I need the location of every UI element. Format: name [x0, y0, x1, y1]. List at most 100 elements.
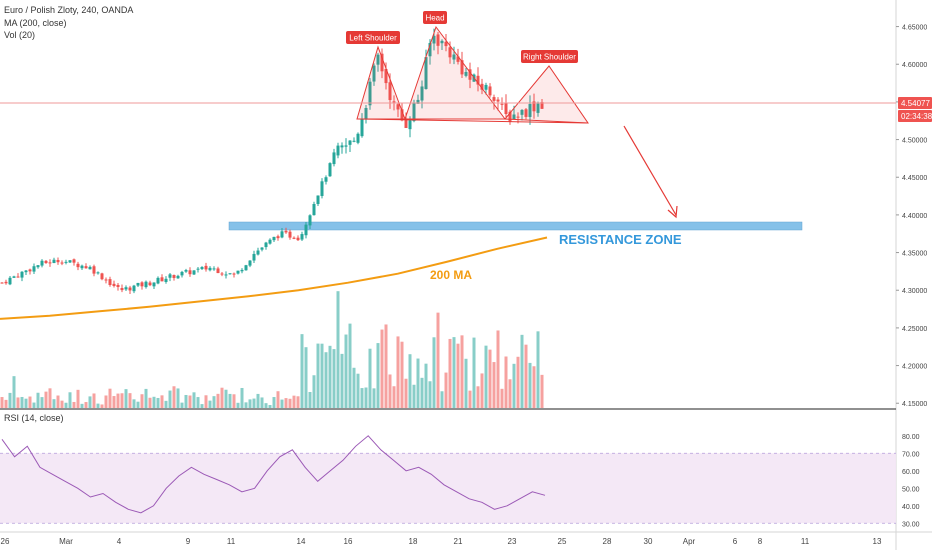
candle-body [528, 103, 532, 117]
rsi-band [0, 453, 896, 524]
volume-bar [4, 399, 8, 408]
volume-bar [112, 396, 116, 408]
time-tick-label: Apr [683, 537, 696, 546]
volume-bar [460, 335, 464, 408]
volume-bar [540, 374, 544, 408]
volume-bar [68, 392, 72, 408]
candle-body [52, 259, 56, 264]
candle-body [112, 283, 116, 286]
volume-bar [508, 379, 512, 408]
volume-bar [216, 393, 220, 408]
candle-body [208, 267, 212, 271]
price-tick-label: 4.25000 [902, 326, 927, 333]
candle-body [200, 267, 204, 270]
volume-bar [420, 377, 424, 408]
candle-body [520, 109, 524, 115]
candle-body [296, 237, 300, 241]
right-shoulder-label-box [521, 50, 578, 63]
volume-bar [316, 343, 320, 408]
candle-body [340, 145, 344, 148]
volume-bar [536, 331, 540, 408]
volume-bar [528, 362, 532, 408]
volume-bar [480, 373, 484, 408]
candle-body [260, 247, 264, 250]
volume-bar [392, 386, 396, 408]
volume-bar [204, 395, 208, 408]
volume-bar [308, 392, 312, 408]
volume-bar [24, 398, 28, 408]
volume-bar [496, 330, 500, 408]
candle-body [20, 271, 24, 278]
volume-bar [396, 336, 400, 408]
volume-bar [436, 312, 440, 408]
candle-body [436, 34, 440, 46]
volume-bar [472, 337, 476, 408]
candle-body [40, 260, 44, 266]
rsi-tick-label: 50.00 [902, 486, 920, 493]
volume-bar [156, 397, 160, 408]
volume-bar [468, 390, 472, 408]
candle-body [332, 152, 336, 165]
volume-bar [256, 393, 260, 408]
candle-body [392, 101, 396, 103]
volume-bar [20, 396, 24, 408]
volume-bar [276, 391, 280, 408]
volume-bar [16, 397, 20, 408]
rsi-panel: 30.00 40.00 50.00 60.00 70.00 80.00 [0, 434, 920, 528]
volume-bar [452, 337, 456, 408]
candle-body [380, 53, 384, 72]
candle-body [28, 269, 32, 272]
volume-bar [448, 338, 452, 408]
volume-bar [340, 353, 344, 408]
candle-body [108, 279, 112, 285]
candle-body [120, 288, 124, 291]
price-tick-label: 4.15000 [902, 401, 927, 408]
volume-bar [184, 394, 188, 408]
candle-body [424, 57, 428, 90]
time-tick-label: 11 [227, 537, 236, 546]
volume-bar [488, 349, 492, 408]
volume-bar [388, 374, 392, 408]
volume-bar [324, 352, 328, 408]
volume-bar [28, 396, 32, 408]
candle-body [492, 97, 496, 101]
volume-bar [288, 398, 292, 408]
last-price-label: 4.54077 [901, 99, 930, 108]
candle-body [216, 268, 220, 274]
chart-legend: Euro / Polish Zloty, 240, OANDA MA (200,… [4, 4, 133, 42]
time-tick-label: 16 [344, 537, 353, 546]
volume-bar [176, 388, 180, 408]
volume-bar [260, 397, 264, 408]
candle-body [168, 274, 172, 278]
volume-bar [464, 358, 468, 408]
candle-body [32, 266, 36, 272]
candle-body [64, 261, 68, 263]
volume-bar [124, 389, 128, 408]
volume-bar [140, 394, 144, 408]
volume-bar [56, 395, 60, 408]
time-tick-label: 28 [603, 537, 612, 546]
volume-bar [212, 396, 216, 408]
neckline [356, 118, 589, 124]
volume-bar [512, 363, 516, 408]
candle-body [372, 65, 376, 82]
candle-body [100, 273, 104, 280]
candle-body [276, 236, 280, 239]
volume-bar [280, 399, 284, 408]
candle-body [56, 259, 60, 263]
time-tick-label: 26 [1, 537, 10, 546]
volume-bar [116, 393, 120, 408]
candle-body [412, 102, 416, 122]
candle-body [156, 277, 160, 284]
candle-body [88, 266, 92, 270]
candle-body [80, 265, 84, 269]
candle-body [480, 83, 484, 90]
volume-bar [320, 343, 324, 408]
candle-body [228, 273, 232, 275]
candle-body [328, 163, 332, 177]
candle-body [284, 230, 288, 233]
volume-bar [108, 388, 112, 408]
projection-arrow [623, 125, 677, 216]
